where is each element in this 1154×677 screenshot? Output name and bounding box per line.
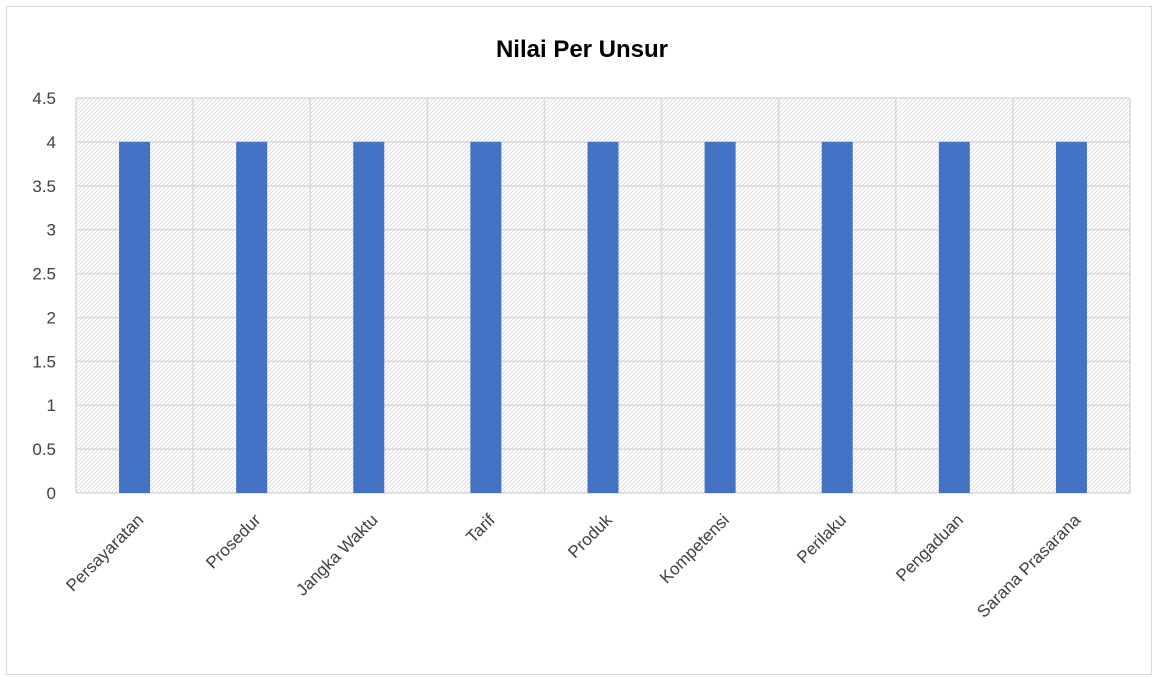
x-tick-label: Prosedur <box>202 510 264 572</box>
y-tick-label: 2.5 <box>32 265 56 284</box>
y-tick-label: 4 <box>47 133 56 152</box>
x-tick-label: Pengaduan <box>892 510 967 585</box>
y-tick-label: 0.5 <box>32 440 56 459</box>
y-tick-label: 4.5 <box>32 89 56 108</box>
bars <box>119 141 1087 493</box>
x-axis-ticks: Persayaratan Prosedur Jangka Waktu Tarif Pro… <box>62 510 1084 621</box>
y-tick-label: 2 <box>47 308 56 327</box>
x-tick-label: Tarif <box>463 510 499 546</box>
bar <box>119 141 151 493</box>
y-tick-label: 3 <box>47 221 56 240</box>
bar <box>470 141 502 493</box>
x-tick-label: Kompetensi <box>656 510 733 587</box>
bar <box>704 141 736 493</box>
chart-title: Nilai Per Unsur <box>496 36 668 63</box>
x-tick-label: Persayaratan <box>62 510 147 595</box>
x-tick-label: Produk <box>564 510 616 562</box>
bar <box>353 141 385 493</box>
bar <box>1055 141 1087 493</box>
y-tick-label: 1 <box>47 396 56 415</box>
bar <box>587 141 619 493</box>
bar <box>821 141 853 493</box>
y-tick-label: 0 <box>47 484 56 503</box>
y-tick-label: 1.5 <box>32 352 56 371</box>
bar <box>938 141 970 493</box>
x-tick-label: Jangka Waktu <box>292 510 381 599</box>
y-tick-label: 3.5 <box>32 177 56 196</box>
bar <box>236 141 268 493</box>
x-tick-label: Sarana Prasarana <box>973 510 1084 621</box>
y-axis-ticks: 0 0.5 1 1.5 2 2.5 3 3.5 4 4.5 <box>32 89 56 503</box>
x-tick-label: Perilaku <box>793 510 850 567</box>
